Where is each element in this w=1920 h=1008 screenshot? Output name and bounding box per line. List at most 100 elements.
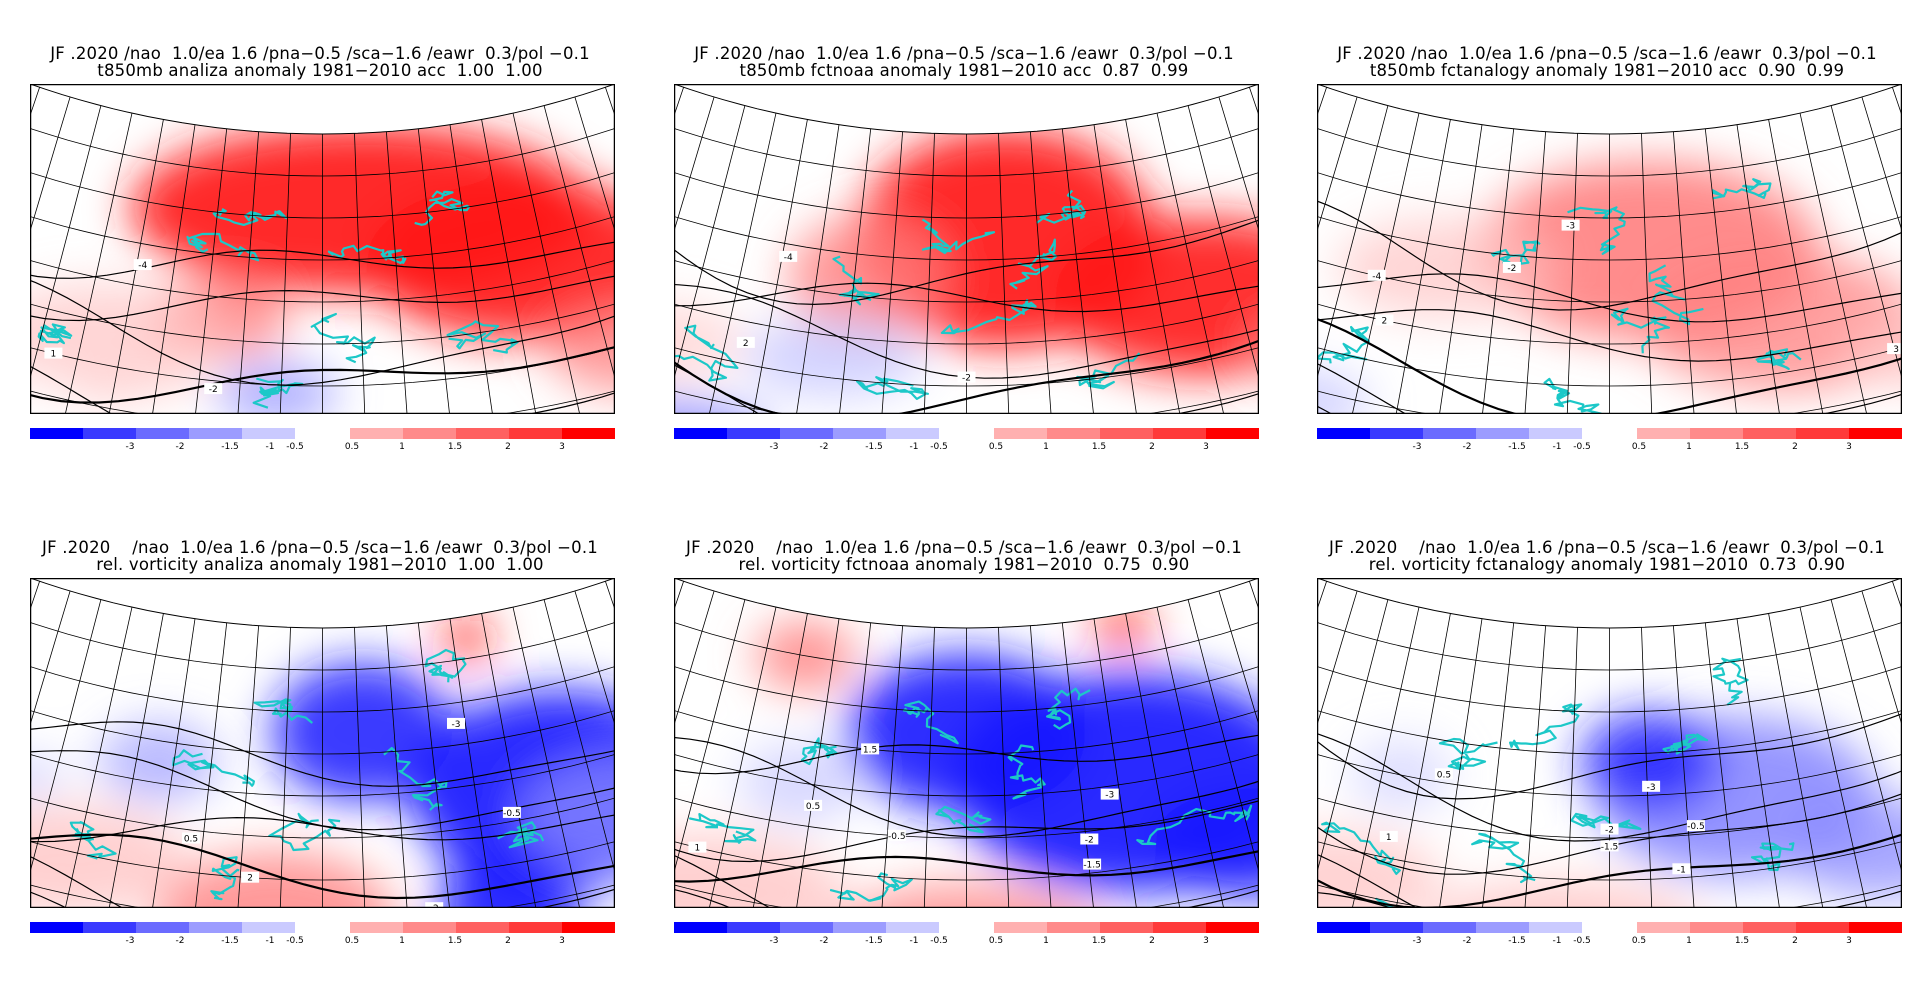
map-plot: -3-2-1.5-1-0.50.511.5 — [1317, 578, 1902, 908]
anomaly-field — [547, 305, 615, 395]
map-plot: -4231-2-3-1 — [674, 84, 1259, 414]
colorbar-swatch — [242, 428, 295, 439]
colorbar-label: 0.5 — [344, 936, 360, 946]
anomaly-field — [1054, 216, 1259, 377]
colorbar-swatch — [886, 922, 939, 933]
colorbar-label: 3 — [559, 442, 565, 452]
colorbar-swatch — [1796, 428, 1849, 439]
contour-label: -2 — [962, 374, 971, 384]
contour-label-box — [1379, 830, 1398, 842]
colorbar-swatch — [780, 922, 833, 933]
colorbar-label: 1.5 — [447, 936, 463, 946]
colorbar-swatch — [1529, 922, 1582, 933]
lat-lon-grid — [1317, 87, 1902, 414]
map-frame — [30, 578, 615, 908]
colorbar-label: -1 — [909, 936, 919, 946]
colorbar-label: -2 — [819, 442, 829, 452]
contour-label-box — [1600, 823, 1619, 835]
colorbar-label: 2 — [505, 442, 511, 452]
colorbar-label: -0.5 — [930, 442, 948, 452]
colorbar-label: -2 — [175, 936, 185, 946]
colorbar-swatch — [1690, 428, 1743, 439]
colorbar-label: -3 — [125, 442, 135, 452]
anomaly-field — [1335, 217, 1556, 318]
colorbar-label: 1 — [1043, 442, 1049, 452]
map-frame — [674, 578, 1259, 908]
contour-label-box — [887, 829, 906, 841]
panel-title-line2: t850mb fctnoaa anomaly 1981−2010 acc 0.8… — [739, 61, 1189, 80]
map-frame — [674, 84, 1259, 414]
panel-title-line1: JF .2020 /nao 1.0/ea 1.6 /pna−0.5 /sca−1… — [42, 538, 598, 557]
contour-label-box — [779, 250, 798, 262]
colorbar-swatch — [1423, 428, 1476, 439]
panel-title-line2: rel. vorticity analiza anomaly 1981−2010… — [96, 555, 544, 574]
colorbar-swatch — [1370, 922, 1423, 933]
colorbar-swatch — [1849, 922, 1902, 933]
contour-label: -1.5 — [1601, 842, 1619, 852]
colorbar-swatch — [886, 428, 939, 439]
contour-label-box — [1686, 820, 1705, 832]
colorbar-swatch — [403, 922, 456, 933]
colorbar-label: -1.5 — [865, 442, 883, 452]
colorbar-swatch — [242, 922, 295, 933]
lat-lon-grid — [674, 87, 1259, 414]
panel-t850-fctnoaa: JF .2020 /nao 1.0/ea 1.6 /pna−0.5 /sca−1… — [664, 44, 1264, 514]
colorbar-swatch — [780, 428, 833, 439]
colorbar-label: -1.5 — [1508, 936, 1526, 946]
colorbar-label: -1.5 — [865, 936, 883, 946]
colorbar-swatch — [1476, 428, 1529, 439]
colorbar-swatch — [727, 922, 780, 933]
colorbar-label: 1.5 — [1091, 936, 1107, 946]
colorbar-label: -1 — [265, 936, 275, 946]
colorbar: -3 -2 -1.5 -1 -0.5 0.5 1 1.5 2 3 — [30, 428, 615, 454]
colorbar: -3 -2 -1.5 -1 -0.5 0.5 1 1.5 2 3 — [1317, 922, 1902, 948]
panel-vorticity-analysis: JF .2020 /nao 1.0/ea 1.6 /pna−0.5 /sca−1… — [20, 538, 620, 1008]
colorbar-label: -2 — [175, 442, 185, 452]
colorbar-swatch — [1153, 922, 1206, 933]
colorbar-label: 3 — [1203, 442, 1209, 452]
anomaly-field — [674, 301, 744, 382]
map-frame — [1317, 84, 1902, 414]
colorbar-label: 0.5 — [988, 936, 1004, 946]
anomaly-field — [30, 367, 83, 414]
contour-label: 2 — [247, 874, 253, 884]
colorbar-label: 0.5 — [988, 442, 1004, 452]
colorbar: -3 -2 -1.5 -1 -0.5 0.5 1 1.5 2 3 — [30, 922, 615, 948]
coastlines — [1317, 178, 1902, 414]
contour-label-box — [1502, 261, 1521, 273]
contour-label: -2 — [430, 904, 439, 908]
colorbar-swatch — [1317, 428, 1370, 439]
panel-vorticity-fctanalogy: JF .2020 /nao 1.0/ea 1.6 /pna−0.5 /sca−1… — [1307, 538, 1907, 1008]
colorbar-label: 1.5 — [1734, 442, 1750, 452]
contour-label: 0.5 — [184, 835, 198, 845]
colorbar-swatch — [1047, 922, 1100, 933]
colorbar-swatch — [1796, 922, 1849, 933]
anomaly-field — [366, 180, 615, 341]
colorbar-swatch — [1317, 922, 1370, 933]
colorbar-label: -1 — [1552, 936, 1562, 946]
colorbar-label: -3 — [1412, 936, 1422, 946]
colorbar-swatch — [1206, 922, 1259, 933]
colorbar-swatch — [1637, 428, 1690, 439]
colorbar-swatch — [833, 428, 886, 439]
anomaly-field — [30, 804, 190, 908]
contour-label-box — [1080, 833, 1099, 845]
map-frame — [30, 84, 615, 414]
contour-label-box — [1375, 314, 1394, 326]
anomaly-field — [98, 721, 219, 802]
lat-lon-grid — [30, 87, 615, 414]
contour-label-box — [502, 806, 521, 818]
colorbar-swatch — [1743, 922, 1796, 933]
panel-title-line2: rel. vorticity fctanalogy anomaly 1981−2… — [1368, 555, 1846, 574]
colorbar: -3 -2 -1.5 -1 -0.5 0.5 1 1.5 2 3 — [674, 922, 1259, 948]
contour-lines — [1317, 174, 1902, 414]
colorbar-label: 2 — [1792, 936, 1798, 946]
contour-label: -1 — [1677, 865, 1686, 875]
colorbar-label: -1 — [909, 442, 919, 452]
contour-label: 2 — [743, 339, 749, 349]
panel-title-line1: JF .2020 /nao 1.0/ea 1.6 /pna−0.5 /sca−1… — [686, 538, 1242, 557]
colorbar-label: -1.5 — [221, 936, 239, 946]
colorbar-label: -0.5 — [286, 442, 304, 452]
anomaly-field — [1844, 310, 1902, 390]
colorbar-swatch — [403, 428, 456, 439]
